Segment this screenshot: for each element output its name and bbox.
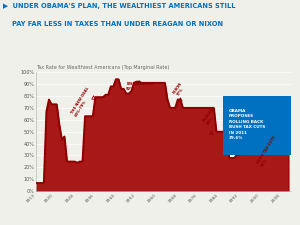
Text: Tax Rate for Wealthiest Americans (Top Marginal Rate): Tax Rate for Wealthiest Americans (Top M… (36, 65, 169, 70)
Text: PAY FAR LESS IN TAXES THAN UNDER REAGAN OR NIXON: PAY FAR LESS IN TAXES THAN UNDER REAGAN … (3, 21, 223, 27)
Text: REAGAN
50%: REAGAN 50% (202, 107, 219, 126)
Text: NIXON
77%: NIXON 77% (172, 81, 187, 97)
Text: THE NEW DEAL
63%-79%: THE NEW DEAL 63%-79% (71, 87, 94, 117)
Text: EISENHOWER
92%: EISENHOWER 92% (126, 83, 154, 91)
Text: ▶  UNDER OBAMA'S PLAN, THE WEALTHIEST AMERICANS STILL: ▶ UNDER OBAMA'S PLAN, THE WEALTHIEST AME… (3, 3, 236, 9)
Text: BUSH TAX CUTS
35%: BUSH TAX CUTS 35% (256, 136, 280, 167)
